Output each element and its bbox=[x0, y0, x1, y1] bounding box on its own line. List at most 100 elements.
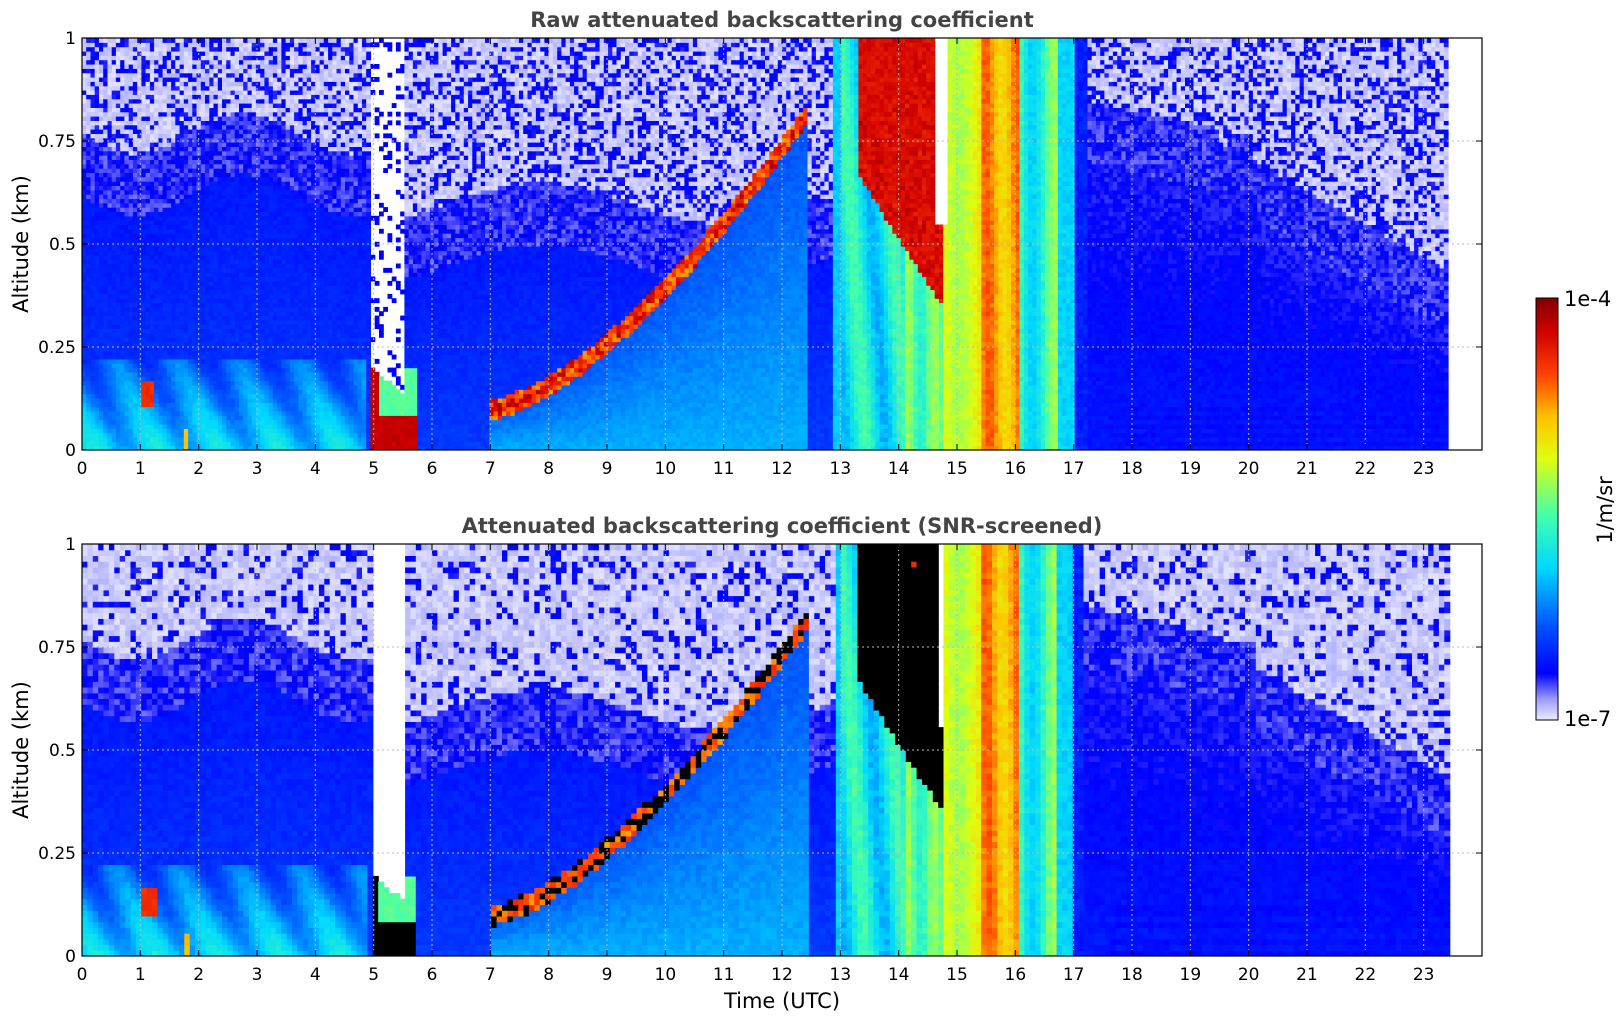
heatmap-cell bbox=[112, 159, 117, 164]
heatmap-cell bbox=[108, 159, 113, 164]
heatmap-cell bbox=[243, 251, 248, 256]
heatmap-cell bbox=[180, 394, 185, 399]
heatmap-cell bbox=[218, 47, 223, 52]
heatmap-cell bbox=[252, 268, 257, 273]
heatmap-cell bbox=[108, 68, 113, 73]
heatmap-cell bbox=[209, 42, 214, 47]
heatmap-cell bbox=[298, 64, 303, 69]
heatmap-cell bbox=[201, 125, 206, 130]
heatmap-cell bbox=[141, 94, 146, 99]
heatmap-cell bbox=[281, 216, 286, 221]
heatmap-cell bbox=[222, 99, 227, 104]
heatmap-cell bbox=[260, 298, 265, 303]
heatmap-cell bbox=[167, 77, 172, 82]
heatmap-cell bbox=[294, 329, 299, 334]
heatmap-cell bbox=[171, 259, 176, 264]
heatmap-cell bbox=[281, 81, 286, 86]
heatmap-cell bbox=[243, 177, 248, 182]
heatmap-cell bbox=[243, 107, 248, 112]
heatmap-cell bbox=[248, 359, 253, 364]
heatmap-cell bbox=[188, 199, 193, 204]
heatmap-cell bbox=[298, 125, 303, 130]
heatmap-cell bbox=[205, 233, 210, 238]
heatmap-cell bbox=[82, 194, 87, 199]
heatmap-cell bbox=[82, 159, 87, 164]
heatmap-cell bbox=[192, 133, 197, 138]
heatmap-cell bbox=[252, 77, 257, 82]
heatmap-cell bbox=[95, 394, 100, 399]
heatmap-cell bbox=[158, 320, 163, 325]
heatmap-cell bbox=[273, 381, 278, 386]
heatmap-cell bbox=[235, 229, 240, 234]
heatmap-cell bbox=[252, 194, 257, 199]
heatmap-cell bbox=[298, 146, 303, 151]
heatmap-cell bbox=[124, 133, 129, 138]
heatmap-cell bbox=[273, 389, 278, 394]
heatmap-cell bbox=[180, 359, 185, 364]
heatmap-cell bbox=[124, 298, 129, 303]
heatmap-cell bbox=[214, 433, 219, 438]
heatmap-cell bbox=[167, 303, 172, 308]
heatmap-cell bbox=[286, 355, 291, 360]
heatmap-cell bbox=[192, 264, 197, 269]
heatmap-cell bbox=[146, 294, 151, 299]
heatmap-cell bbox=[298, 407, 303, 412]
heatmap-cell bbox=[86, 433, 91, 438]
heatmap-cell bbox=[129, 216, 134, 221]
heatmap-cell bbox=[243, 64, 248, 69]
heatmap-cell bbox=[103, 437, 108, 442]
heatmap-cell bbox=[112, 42, 117, 47]
heatmap-cell bbox=[180, 277, 185, 282]
heatmap-cell bbox=[192, 38, 197, 43]
heatmap-cell bbox=[252, 329, 257, 334]
heatmap-cell bbox=[184, 133, 189, 138]
heatmap-cell bbox=[116, 216, 121, 221]
heatmap-cell bbox=[91, 329, 96, 334]
heatmap-cell bbox=[120, 73, 125, 78]
heatmap-cell bbox=[171, 51, 176, 56]
heatmap-cell bbox=[214, 372, 219, 377]
heatmap-cell bbox=[269, 251, 274, 256]
heatmap-cell bbox=[290, 433, 295, 438]
heatmap-cell bbox=[124, 433, 129, 438]
heatmap-cell bbox=[239, 133, 244, 138]
heatmap-cell bbox=[209, 246, 214, 251]
heatmap-cell bbox=[201, 415, 206, 420]
heatmap-cell bbox=[226, 107, 231, 112]
heatmap-cell bbox=[184, 376, 189, 381]
heatmap-cell bbox=[150, 181, 155, 186]
heatmap-cell bbox=[137, 415, 142, 420]
heatmap-cell bbox=[273, 246, 278, 251]
heatmap-cell bbox=[146, 146, 151, 151]
heatmap-cell bbox=[163, 363, 168, 368]
heatmap-cell bbox=[82, 151, 87, 156]
heatmap-cell bbox=[290, 441, 295, 446]
heatmap-cell bbox=[180, 355, 185, 360]
heatmap-cell bbox=[209, 415, 214, 420]
heatmap-cell bbox=[82, 307, 87, 312]
heatmap-cell bbox=[192, 107, 197, 112]
heatmap-cell bbox=[158, 186, 163, 191]
heatmap-cell bbox=[184, 103, 189, 108]
heatmap-cell bbox=[281, 337, 286, 342]
heatmap-cell bbox=[146, 168, 151, 173]
heatmap-cell bbox=[129, 181, 134, 186]
heatmap-cell bbox=[264, 177, 269, 182]
heatmap-cell bbox=[167, 394, 172, 399]
heatmap-cell bbox=[286, 281, 291, 286]
heatmap-cell bbox=[146, 251, 151, 256]
heatmap-cell bbox=[86, 437, 91, 442]
heatmap-cell bbox=[108, 441, 113, 446]
heatmap-cell bbox=[214, 47, 219, 52]
heatmap-cell bbox=[163, 225, 168, 230]
heatmap-cell bbox=[231, 259, 236, 264]
heatmap-cell bbox=[260, 94, 265, 99]
heatmap-cell bbox=[201, 172, 206, 177]
heatmap-cell bbox=[91, 233, 96, 238]
heatmap-cell bbox=[124, 368, 129, 373]
heatmap-cell bbox=[184, 90, 189, 95]
heatmap-cell bbox=[264, 146, 269, 151]
heatmap-cell bbox=[154, 238, 159, 243]
heatmap-cell bbox=[209, 277, 214, 282]
heatmap-cell bbox=[175, 142, 180, 147]
